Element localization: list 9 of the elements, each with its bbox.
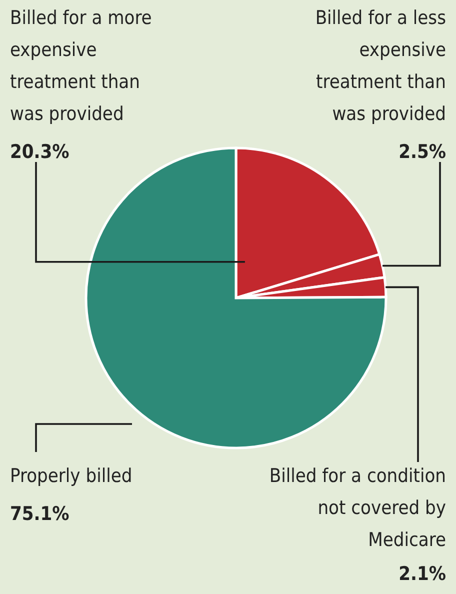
- slice-label: Billed for a condition not covered by Medicare: [269, 465, 446, 551]
- data-label: 20.3%: [10, 141, 70, 163]
- slice-label: Billed for a less expensive treatment than was provided: [315, 7, 446, 125]
- data-label: 2.5%: [398, 141, 446, 163]
- pie-slice: [84, 146, 388, 450]
- slice-label: Properly billed: [10, 465, 132, 487]
- data-label: 2.1%: [398, 563, 446, 585]
- slice-label: Billed for a more expensive treatment than was provided: [10, 7, 152, 125]
- data-label: 75.1%: [10, 503, 70, 525]
